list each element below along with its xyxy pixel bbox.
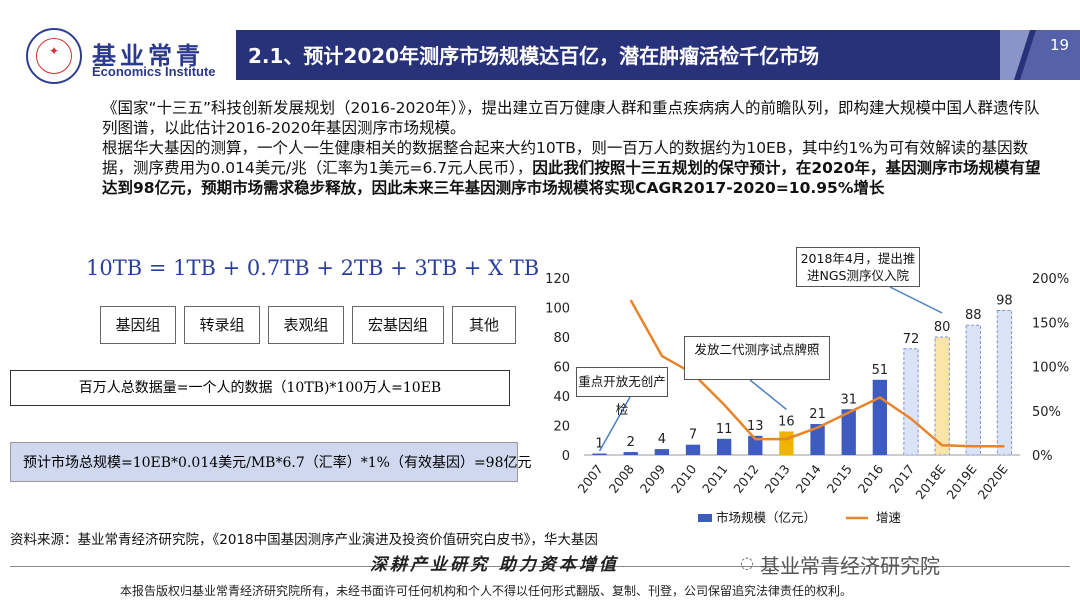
chart-legend: 市场规模（亿元） 增速 xyxy=(698,510,902,525)
bar xyxy=(872,379,888,455)
intro-paragraph-1: 《国家“十三五”科技创新发展规划（2016-2020年）》，提出建立百万健康人群… xyxy=(102,99,1040,137)
left-axis-tick: 80 xyxy=(553,331,570,346)
x-axis-tick-label: 2007 xyxy=(575,462,606,496)
x-axis-tick-label: 2012 xyxy=(730,462,761,496)
bar-value-label: 4 xyxy=(658,432,666,447)
left-axis-tick: 120 xyxy=(545,272,570,287)
bar xyxy=(623,452,638,455)
callout-nipt: 重点开放无创产检 xyxy=(576,367,668,417)
callout-arrow-3 xyxy=(889,286,943,314)
right-axis-tick: 0% xyxy=(1032,449,1053,464)
bar-value-label: 51 xyxy=(872,363,889,378)
right-axis-tick: 50% xyxy=(1032,405,1061,420)
callout-ngs-license: 发放二代测序试点牌照 xyxy=(684,336,830,380)
bar-value-label: 13 xyxy=(747,419,764,434)
bar-value-label: 80 xyxy=(934,320,951,335)
bar-value-label: 11 xyxy=(716,422,733,437)
bar xyxy=(748,435,763,455)
intro-paragraph-2-bold: 因此我们按照十三五规划的保守预计，在2020年，基因测序市场规模有望达到98亿元… xyxy=(102,159,1041,197)
title-bar xyxy=(236,30,1056,80)
bar-value-label: 2 xyxy=(627,435,635,450)
x-axis-tick-label: 2011 xyxy=(699,462,730,496)
chart-bars xyxy=(592,309,1013,456)
logo-chinese-name: 基业常青 xyxy=(92,41,204,70)
bar-value-label: 31 xyxy=(840,392,857,407)
market-chart: 1 2 4 7 11 13 16 21 31 51 72 80 88 98 0 20 40 60 80 100 120… xyxy=(545,272,1069,525)
x-axis-tick-label: 2020E xyxy=(975,462,1011,503)
bar xyxy=(903,348,919,456)
callout-arrow-1 xyxy=(598,396,631,452)
left-axis-tick: 60 xyxy=(553,361,570,376)
wechat-icon: ◌ xyxy=(740,553,754,572)
left-axis-tick: 100 xyxy=(545,302,570,317)
logo-emblem-icon: ✦ xyxy=(26,28,82,84)
x-axis-tick-label: 2013 xyxy=(761,462,792,496)
legend-line-label: 增速 xyxy=(876,510,902,525)
data-volume-formula: 百万人总数据量=一个人的数据（10TB)*100万人=10EB xyxy=(10,370,510,406)
x-axis-tick-label: 2017 xyxy=(886,462,917,496)
transcriptome-box: 转录组 xyxy=(184,306,260,344)
bar xyxy=(810,424,825,455)
x-axis-tick-label: 2010 xyxy=(668,462,699,496)
chart-bar-labels: 1 2 4 7 11 13 16 21 31 51 72 80 88 98 xyxy=(595,293,1012,451)
left-axis-tick: 0 xyxy=(562,449,570,464)
source-note: 资料来源：基业常青经济研究院，《2018中国基因测序产业演进及投资价值研究白皮书… xyxy=(10,532,598,548)
logo-english-name: Economics Institute xyxy=(92,64,216,79)
watermark: 基业常青经济研究院 xyxy=(760,554,940,578)
copyright-notice: 本报告版权归基业常青经济研究院所有，未经书面许可任何机构和个人不得以任何形式翻版… xyxy=(120,584,853,598)
x-axis-tick-label: 2008 xyxy=(606,462,637,496)
bar xyxy=(841,409,856,455)
intro-text: 《国家“十三五”科技创新发展规划（2016-2020年）》，提出建立百万健康人群… xyxy=(102,98,1052,198)
callout-ngs-hospital: 2018年4月，提出推进NGS测序仪入院 xyxy=(796,247,920,287)
bar-value-label: 21 xyxy=(809,407,826,422)
right-axis-tick: 100% xyxy=(1032,361,1069,376)
metagenome-box: 宏基因组 xyxy=(352,306,444,344)
bar xyxy=(716,438,732,455)
bar xyxy=(996,309,1013,456)
bar xyxy=(934,336,950,456)
right-axis-ticks: 0% 50% 100% 150% 200% xyxy=(1032,272,1069,464)
epigenome-box: 表观组 xyxy=(268,306,344,344)
legend-bar-swatch xyxy=(698,514,712,522)
bar xyxy=(592,453,607,455)
bar-value-label: 7 xyxy=(689,428,697,443)
bar-value-label: 1 xyxy=(595,437,603,452)
intro-paragraph-2: 根据华大基因的测算，一个人一生健康相关的数据整合起来大约10TB，则一百万人的数… xyxy=(102,138,1052,198)
x-axis-labels: 2007 2008 2009 2010 2011 2012 2013 2014 2015 2016… xyxy=(575,462,1011,503)
left-axis-tick: 20 xyxy=(553,420,570,435)
x-axis-tick-label: 2019E xyxy=(943,462,979,503)
bar xyxy=(654,449,670,455)
bar xyxy=(779,431,794,455)
bar xyxy=(685,444,701,455)
intro-paragraph-2-normal: 根据华大基因的测算，一个人一生健康相关的数据整合起来大约10TB，则一百万人的数… xyxy=(102,139,1029,177)
x-axis-tick-label: 2009 xyxy=(637,462,668,496)
footer-divider xyxy=(10,566,1070,567)
bar xyxy=(965,324,981,456)
data-formula: 10TB = 1TB + 0.7TB + 2TB + 3TB + X TB xyxy=(86,256,540,280)
callout-arrow-2 xyxy=(749,379,787,410)
right-axis-tick: 150% xyxy=(1032,316,1069,331)
bar-value-label: 72 xyxy=(903,332,920,347)
x-axis-tick-label: 2016 xyxy=(855,462,886,496)
genome-box: 基因组 xyxy=(100,306,176,344)
slogan: 深耕产业研究 助力资本增值 xyxy=(370,555,619,575)
page-number: 19 xyxy=(1050,36,1070,54)
bar-value-label: 88 xyxy=(965,308,982,323)
x-axis-tick-label: 2014 xyxy=(793,462,824,496)
left-axis-ticks: 0 20 40 60 80 100 120 xyxy=(545,272,570,464)
other-box: 其他 xyxy=(452,306,516,344)
legend-bar-label: 市场规模（亿元） xyxy=(716,510,816,525)
page-title: 2.1、预计2020年测序市场规模达百亿，潜在肿瘤活检千亿市场 xyxy=(248,44,820,68)
bar-value-label: 16 xyxy=(778,414,795,429)
right-axis-tick: 200% xyxy=(1032,272,1069,287)
x-axis-tick-label: 2018E xyxy=(912,462,948,503)
bar-value-label: 98 xyxy=(996,293,1013,308)
x-axis-tick-label: 2015 xyxy=(824,462,855,496)
market-size-formula: 预计市场总规模=10EB*0.014美元/MB*6.7（汇率）*1%（有效基因）… xyxy=(10,442,532,482)
title-stripe-decoration xyxy=(1000,30,1080,80)
left-axis-tick: 40 xyxy=(553,390,570,405)
